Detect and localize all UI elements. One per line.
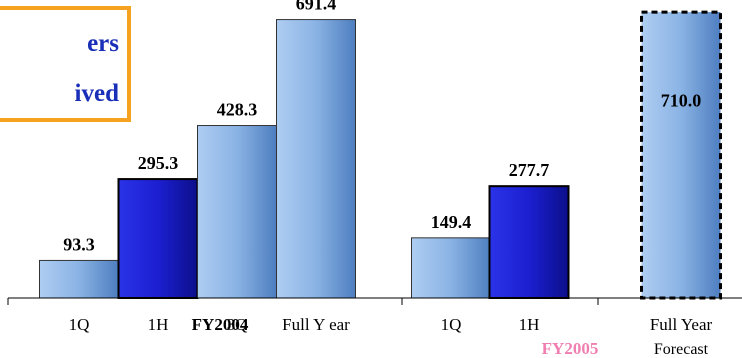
category-label: 1H [519,315,540,334]
bar-fy2004-1h [117,178,199,299]
value-label: 428.3 [217,100,258,120]
bars-layer [39,10,722,300]
bar-fy2005-full-year [640,10,722,300]
category-label: 1Q [69,315,90,334]
value-label: 295.3 [138,153,179,173]
value-label: 93.3 [63,234,95,254]
bar-fy2004-full-y-ear [276,19,356,299]
category-label: Full Year [650,315,713,334]
category-sublabel: Forecast [654,341,709,358]
value-label: 277.7 [509,160,550,180]
value-label: 710.0 [661,91,702,111]
bar-fy2005-1h [488,185,570,300]
bar-fy2004-3q [197,125,277,299]
callout-line-2: ived [74,80,119,107]
group-label: FY2004 [192,315,249,334]
group-label: FY2005 [542,339,599,358]
value-label: 691.4 [296,0,337,14]
bar-fy2004-1q [39,259,119,299]
category-label: 1Q [441,315,462,334]
category-label: 3Q [227,315,248,334]
callout-box: ers ived [0,6,131,122]
value-label: 149.4 [431,212,472,232]
callout-line-1: ers [87,30,119,57]
bar-fy2005-1q [411,237,491,299]
labels-layer: 93.3 1Q 295.3 1H 428.3 3Q 691.4 Full Y ear FY200… [63,0,712,358]
category-label: Full Y ear [282,315,350,334]
category-label: 1H [148,315,169,334]
